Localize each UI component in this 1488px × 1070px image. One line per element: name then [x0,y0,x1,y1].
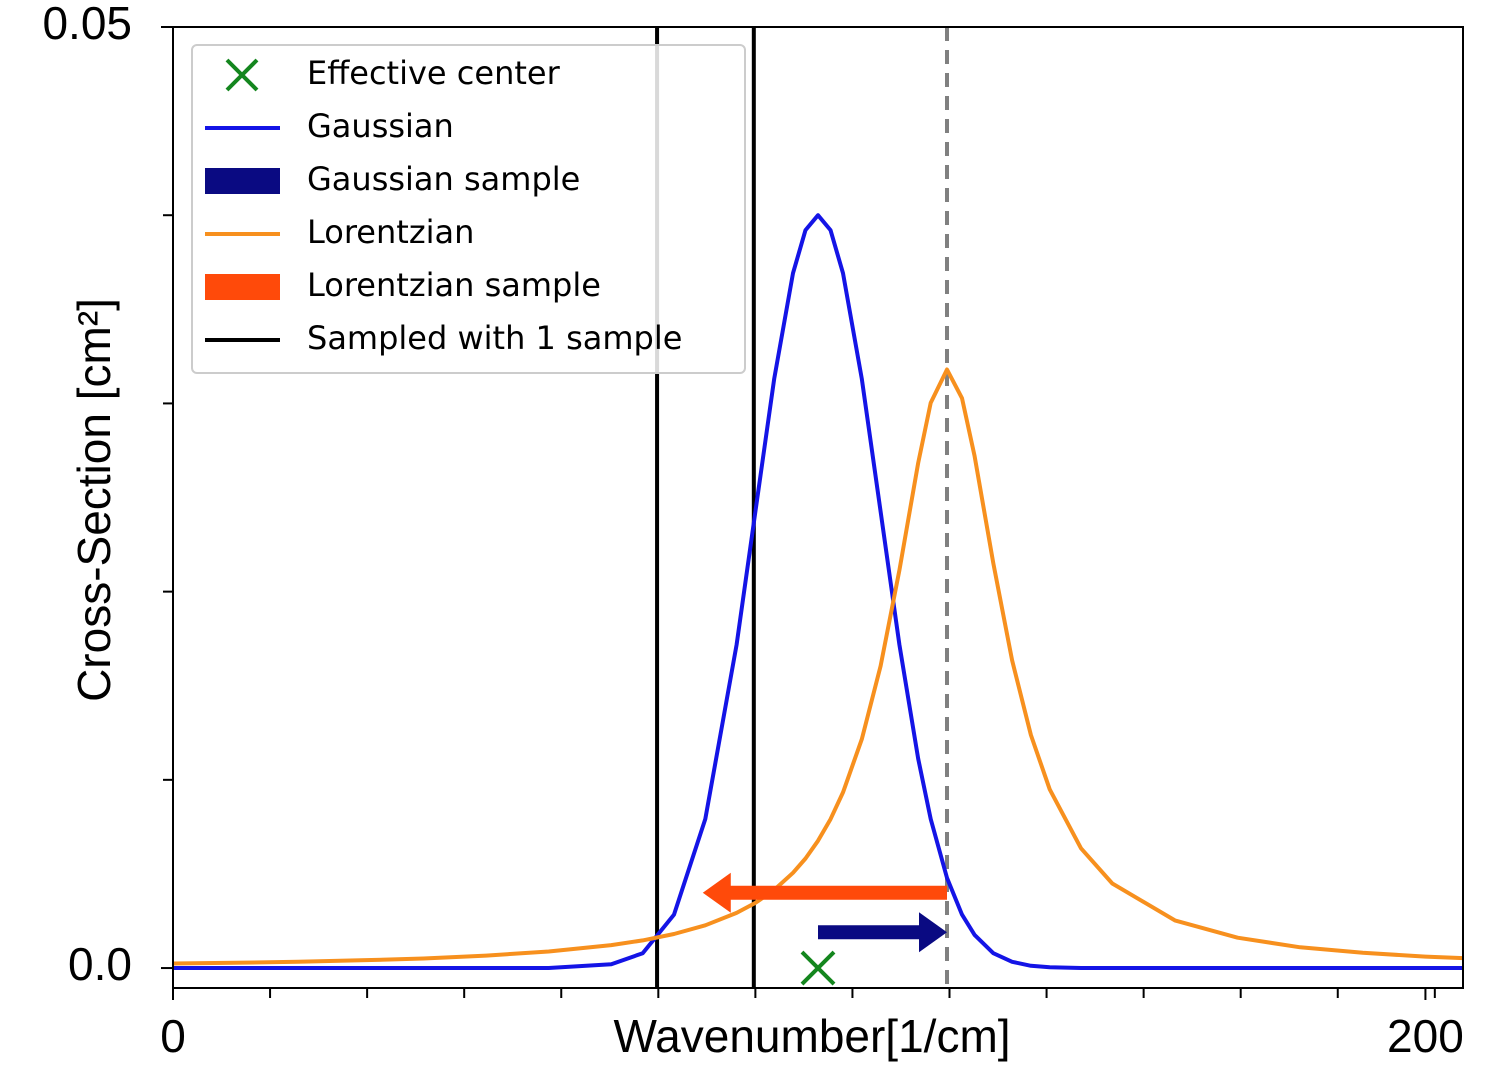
x-axis-label: Wavenumber[1/cm] [613,1010,1010,1062]
x-tick-label: 200 [1387,1010,1464,1062]
legend-patch [205,168,280,194]
legend-label: Gaussian [307,107,454,145]
series-line [172,367,1464,966]
y-tick-label: 0.0 [68,938,132,990]
legend-label: Lorentzian [307,213,474,251]
legend-label: Sampled with 1 sample [307,319,682,357]
plot-frame [172,26,1464,989]
legend-label: Gaussian sample [307,160,580,198]
y-axis-label: Cross-Section [cm²] [68,298,120,702]
y-tick-label: 0.05 [42,0,132,49]
legend: Effective center Gaussian Gaussian sample L… [191,44,746,374]
arrow [818,912,947,953]
legend-marker [225,58,259,92]
x-tick-label: 0 [160,1010,186,1062]
arrow [702,872,947,913]
legend-patch [205,274,280,300]
legend-label: Lorentzian sample [307,266,601,304]
legend-box [191,44,746,374]
effective-center-marker [800,950,836,986]
legend-label: Effective center [307,54,561,92]
series-line [173,213,1463,970]
